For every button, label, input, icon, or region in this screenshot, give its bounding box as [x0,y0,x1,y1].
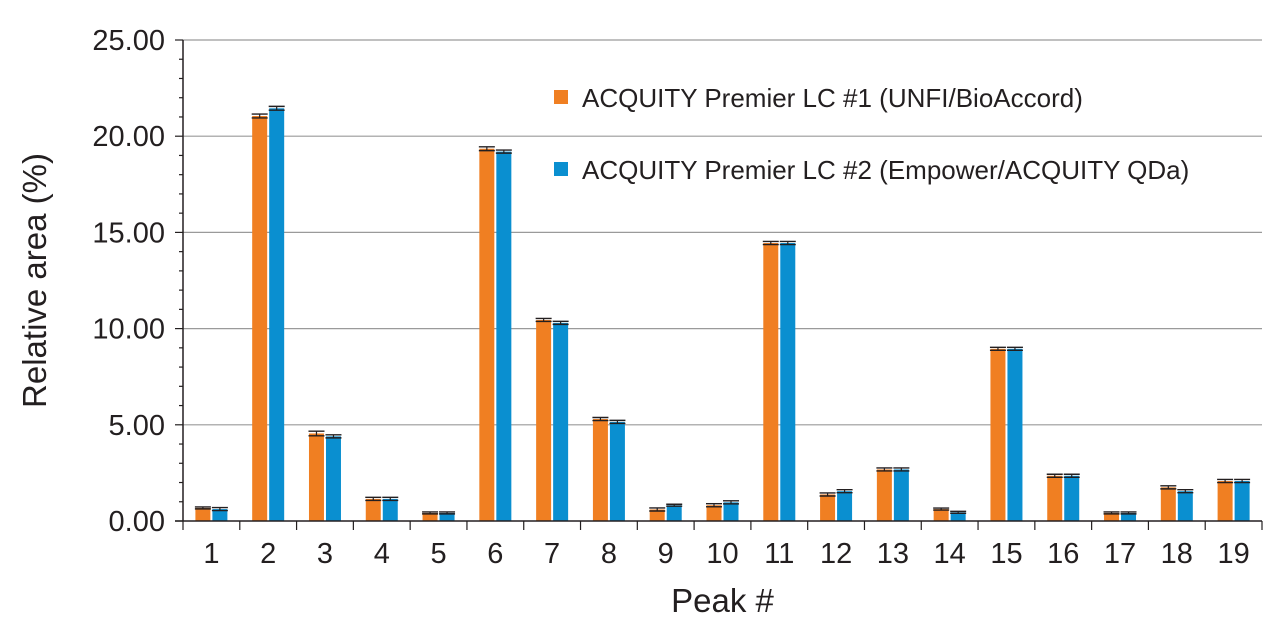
x-tick-label: 10 [706,538,738,570]
bar-series-1 [820,494,836,521]
x-tick-label: 17 [1104,538,1136,570]
bar-series-2 [439,512,455,521]
bar-series-2 [212,509,228,521]
legend-swatch-series-1 [554,90,568,104]
x-tick-label: 3 [317,538,333,570]
x-tick-label: 9 [658,538,674,570]
bar-series-2 [382,498,398,521]
x-tick-label: 13 [877,538,909,570]
x-tick-labels: 1 2 3 4 5 6 7 8 9 10 11 12 13 14 15 16 17 18 19 [203,538,1249,570]
bar-series-2 [950,512,966,521]
y-tick-labels: 0.00 5.00 10.00 15.00 20.00 25.00 [92,25,165,538]
bar-series-1 [479,148,495,521]
bars [194,105,1251,522]
x-tick-label: 6 [487,538,503,570]
y-tick-label: 25.00 [92,25,165,57]
axes [175,39,1263,530]
bar-series-2 [1121,512,1137,521]
bar-series-1 [990,348,1006,521]
x-tick-label: 14 [934,538,966,570]
bar-series-1 [365,498,381,521]
x-tick-label: 16 [1047,538,1079,570]
bar-series-1 [252,115,268,522]
x-axis-title: Peak # [671,582,774,619]
x-tick-label: 2 [260,538,276,570]
x-tick-label: 1 [203,538,219,570]
legend-label-series-1: ACQUITY Premier LC #1 (UNFI/BioAccord) [582,83,1083,113]
bar-series-1 [876,469,892,521]
bar-series-1 [195,507,211,521]
bar-series-2 [666,505,682,521]
bar-series-1 [706,505,722,521]
legend-label-series-2: ACQUITY Premier LC #2 (Empower/ACQUITY Q… [582,155,1189,185]
y-tick-label: 15.00 [92,217,165,249]
y-tick-label: 20.00 [92,121,165,153]
bar-series-1 [422,512,438,521]
bar-series-2 [609,421,625,521]
y-tick-label: 10.00 [92,314,165,346]
bar-series-2 [1007,348,1023,521]
legend-swatch-series-2 [554,162,568,176]
bar-series-2 [269,108,285,521]
x-tick-label: 5 [430,538,446,570]
y-tick-label: 0.00 [109,506,165,538]
gridlines [183,39,1262,426]
bar-series-1 [1104,512,1120,521]
x-tick-label: 18 [1161,538,1193,570]
x-tick-label: 19 [1217,538,1249,570]
bar-series-2 [837,491,853,521]
bar-series-2 [1234,480,1250,521]
bar-series-2 [1177,491,1193,521]
bar-series-2 [496,151,512,522]
bar-series-2 [723,502,739,521]
bar-series-1 [536,319,552,521]
bar-series-1 [763,242,779,521]
bar-series-2 [893,469,909,521]
x-tick-label: 11 [764,538,794,570]
y-axis-title: Relative area (%) [16,153,53,408]
x-tick-label: 4 [374,538,390,570]
bar-series-2 [780,242,796,521]
bar-series-1 [1217,480,1233,521]
bar-series-1 [649,509,665,521]
bar-series-1 [592,419,608,521]
x-tick-label: 12 [820,538,852,570]
x-tick-label: 8 [601,538,617,570]
x-tick-label: 15 [990,538,1022,570]
bar-series-1 [308,433,324,521]
bar-series-1 [933,509,949,521]
bar-series-1 [1160,487,1176,521]
bar-series-2 [325,436,341,521]
x-tick-label: 7 [544,538,560,570]
bar-series-1 [1047,475,1063,521]
bar-series-2 [1064,475,1080,521]
y-tick-label: 5.00 [109,410,165,442]
bar-series-2 [553,322,569,521]
legend: ACQUITY Premier LC #1 (UNFI/BioAccord) A… [554,83,1189,185]
